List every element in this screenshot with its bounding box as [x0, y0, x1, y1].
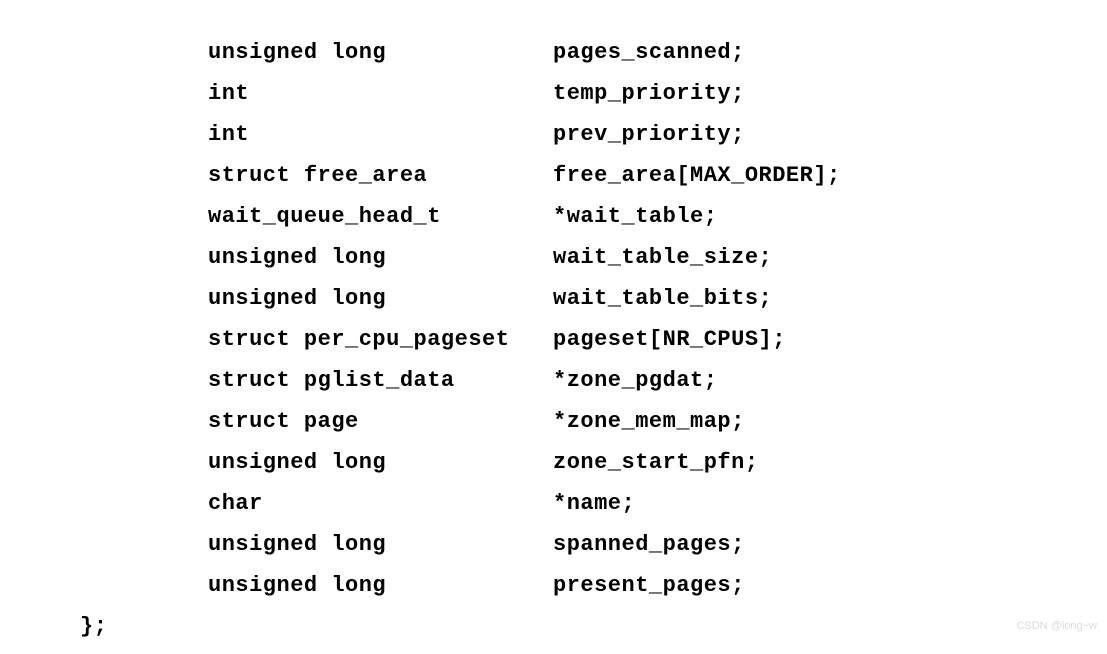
- type: unsigned long: [208, 237, 553, 278]
- type: int: [208, 73, 553, 114]
- field: pageset[NR_CPUS];: [553, 319, 786, 360]
- code-row: unsigned long present_pages;: [80, 565, 1107, 606]
- code-listing: unsigned long pages_scanned; int temp_pr…: [0, 0, 1107, 647]
- struct-close: };: [80, 606, 1107, 647]
- code-row: unsigned long pages_scanned;: [80, 32, 1107, 73]
- code-row: char *name;: [80, 483, 1107, 524]
- field: spanned_pages;: [553, 524, 745, 565]
- code-row: struct free_area free_area[MAX_ORDER];: [80, 155, 1107, 196]
- field: *name;: [553, 483, 635, 524]
- type: struct pglist_data: [208, 360, 553, 401]
- field: present_pages;: [553, 565, 745, 606]
- type: struct page: [208, 401, 553, 442]
- field: zone_start_pfn;: [553, 442, 759, 483]
- type: char: [208, 483, 553, 524]
- field: *zone_mem_map;: [553, 401, 745, 442]
- field: temp_priority;: [553, 73, 745, 114]
- code-row: int temp_priority;: [80, 73, 1107, 114]
- type: struct free_area: [208, 155, 553, 196]
- closer: };: [80, 606, 107, 647]
- type: int: [208, 114, 553, 155]
- code-row: struct pglist_data *zone_pgdat;: [80, 360, 1107, 401]
- code-row: struct per_cpu_pageset pageset[NR_CPUS];: [80, 319, 1107, 360]
- field: pages_scanned;: [553, 32, 745, 73]
- code-row: unsigned long wait_table_size;: [80, 237, 1107, 278]
- field: *zone_pgdat;: [553, 360, 717, 401]
- type: unsigned long: [208, 32, 553, 73]
- code-row: unsigned long spanned_pages;: [80, 524, 1107, 565]
- field: free_area[MAX_ORDER];: [553, 155, 841, 196]
- type: struct per_cpu_pageset: [208, 319, 553, 360]
- watermark: CSDN @long~w: [1016, 620, 1097, 632]
- type: unsigned long: [208, 278, 553, 319]
- code-row: int prev_priority;: [80, 114, 1107, 155]
- type: unsigned long: [208, 524, 553, 565]
- code-row: struct page *zone_mem_map;: [80, 401, 1107, 442]
- type: wait_queue_head_t: [208, 196, 553, 237]
- type: unsigned long: [208, 565, 553, 606]
- field: *wait_table;: [553, 196, 717, 237]
- code-row: wait_queue_head_t *wait_table;: [80, 196, 1107, 237]
- type: unsigned long: [208, 442, 553, 483]
- code-row: unsigned long wait_table_bits;: [80, 278, 1107, 319]
- code-row: unsigned long zone_start_pfn;: [80, 442, 1107, 483]
- field: wait_table_size;: [553, 237, 772, 278]
- field: wait_table_bits;: [553, 278, 772, 319]
- field: prev_priority;: [553, 114, 745, 155]
